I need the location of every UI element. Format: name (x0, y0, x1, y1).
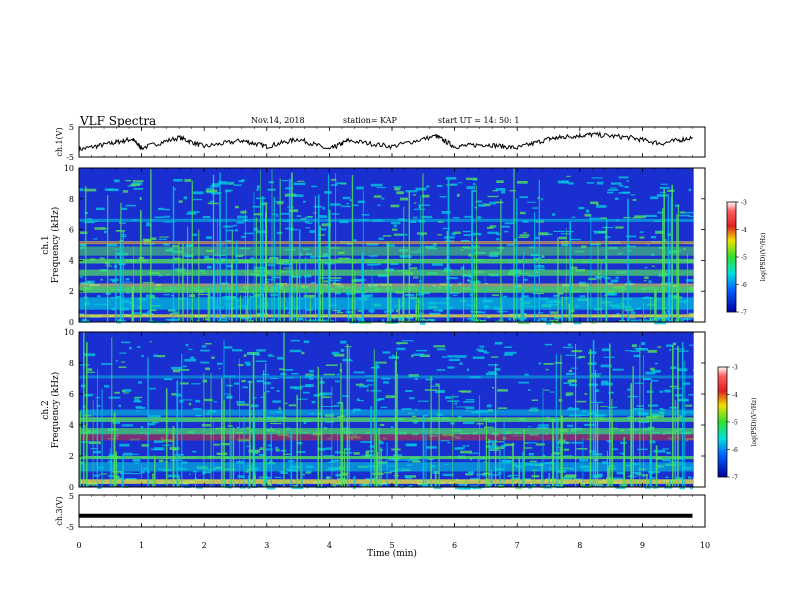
x-tick-label: 6 (452, 541, 457, 550)
date-label: Nov.14, 2018 (251, 116, 305, 125)
ch3-ylabel: ch.3(V) (55, 496, 64, 525)
start-time-label: start UT = 14: 50: 1 (438, 116, 520, 125)
ch2-spectrogram-panel: 0 2 4 6 8 10 ch.2 Frequency (kHz) (41, 328, 706, 492)
x-axis-ticks (78, 127, 706, 527)
spec-ytick-label: 10 (64, 328, 74, 337)
spec-ytick-label: 0 (69, 318, 74, 327)
ch1-colorbar: -3 -4 -5 -6 -7 log(PSD)(V²/Hz) (726, 200, 767, 317)
colorbar-tick-label: -7 (741, 310, 747, 317)
spec-ytick-label: 6 (69, 390, 74, 399)
colorbar-tick-label: -4 (741, 227, 747, 234)
spec-ytick-label: 2 (69, 452, 74, 461)
spec-ytick-label: 8 (69, 195, 74, 204)
colorbar-tick-label: -6 (741, 282, 747, 289)
ch2-spec-ylabel-channel: ch.2 (41, 400, 51, 419)
ch3-ytick-bottom: -5 (66, 523, 74, 532)
ch1-waveform-panel: 5 -5 ch.1(V) (55, 123, 706, 162)
colorbar-tick-label: -5 (741, 255, 747, 262)
spec-ytick-label: 10 (64, 164, 74, 173)
colorbar-tick-label: -6 (732, 447, 738, 454)
x-tick-label: 0 (76, 541, 81, 550)
ch1-spec-ylabel-channel: ch.1 (41, 235, 51, 254)
ch1-ytick-top: 5 (69, 123, 74, 132)
ch1-spectrogram-panel: 0 2 4 6 8 10 ch.1 Frequency (kHz) (41, 164, 706, 327)
x-axis-label: Time (min) (367, 548, 417, 559)
ch3-waveform-panel: 5 -5 ch.3(V) (55, 492, 706, 532)
x-tick-label: 5 (389, 541, 394, 550)
ch2-colorbar: -3 -4 -5 -6 -7 log(PSD)(V²/Hz) (717, 365, 758, 482)
ch2-spectrogram-image (79, 332, 705, 490)
ch3-ytick-top: 5 (69, 492, 74, 501)
spec-ytick-label: 4 (69, 421, 74, 430)
colorbar-tick-label: -3 (741, 200, 747, 207)
colorbar-tick-label: -5 (732, 420, 738, 427)
spec-ytick-label: 0 (69, 483, 74, 492)
spec-ytick-label: 8 (69, 359, 74, 368)
station-label: station= KAP (343, 116, 397, 125)
colorbar-tick-label: -3 (732, 365, 738, 372)
ch1-colorbar-label: log(PSD)(V²/Hz) (760, 233, 767, 282)
x-tick-label: 4 (327, 541, 332, 550)
x-tick-label: 9 (640, 541, 645, 550)
x-tick-label: 2 (202, 541, 207, 550)
x-tick-label: 7 (515, 541, 520, 550)
ch1-waveform-line (78, 131, 693, 153)
chart-title: VLF Spectra (80, 114, 157, 128)
ch1-ytick-bottom: -5 (66, 153, 74, 162)
colorbar-tick-label: -7 (732, 475, 738, 482)
ch1-spectrogram-image (79, 168, 705, 325)
x-tick-label: 3 (264, 541, 269, 550)
x-tick-label: 10 (700, 541, 710, 550)
spec-ytick-label: 4 (69, 256, 74, 265)
ch1-ylabel: ch.1(V) (55, 127, 64, 156)
spec-ytick-label: 6 (69, 226, 74, 235)
spec-ytick-label: 2 (69, 287, 74, 296)
x-tick-label: 8 (577, 541, 582, 550)
x-axis-tick-labels: 0 1 2 3 4 5 6 7 8 9 10 (76, 541, 710, 550)
ch2-spec-ylabel-frequency: Frequency (kHz) (50, 372, 61, 449)
ch1-spec-ylabel-frequency: Frequency (kHz) (50, 207, 61, 284)
ch2-colorbar-label: log(PSD)(V²/Hz) (751, 398, 758, 447)
colorbar-tick-label: -4 (732, 392, 738, 399)
x-tick-label: 1 (139, 541, 144, 550)
